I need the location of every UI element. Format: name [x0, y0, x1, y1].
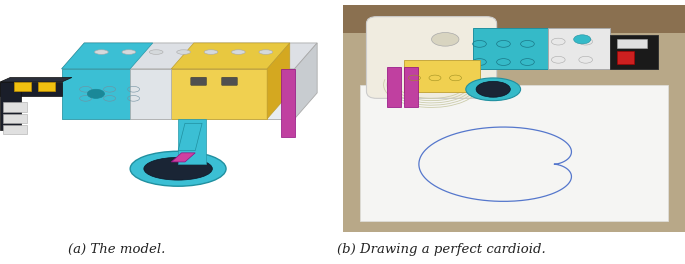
Polygon shape: [62, 69, 295, 119]
Text: (a) The model.: (a) The model.: [68, 243, 165, 256]
Polygon shape: [295, 43, 317, 119]
Bar: [616, 51, 634, 64]
Polygon shape: [62, 43, 317, 69]
Polygon shape: [178, 119, 205, 164]
Bar: [473, 28, 548, 69]
Polygon shape: [130, 69, 171, 119]
Polygon shape: [62, 43, 153, 69]
Bar: [616, 39, 647, 48]
Bar: [14, 82, 31, 91]
Bar: [360, 85, 668, 221]
Ellipse shape: [122, 50, 136, 54]
Polygon shape: [178, 123, 202, 150]
Bar: [342, 5, 685, 32]
Ellipse shape: [149, 50, 163, 54]
Bar: [3, 102, 27, 111]
Ellipse shape: [432, 32, 459, 46]
Polygon shape: [0, 82, 21, 130]
Ellipse shape: [95, 50, 108, 54]
Bar: [404, 60, 480, 92]
Ellipse shape: [573, 35, 590, 44]
Ellipse shape: [204, 50, 218, 54]
Ellipse shape: [177, 50, 190, 54]
Bar: [3, 125, 27, 134]
Ellipse shape: [88, 89, 104, 98]
Ellipse shape: [130, 151, 226, 186]
FancyBboxPatch shape: [222, 77, 238, 86]
Ellipse shape: [144, 157, 212, 180]
Ellipse shape: [466, 78, 521, 101]
Polygon shape: [0, 82, 62, 96]
Polygon shape: [171, 153, 195, 162]
Polygon shape: [171, 69, 267, 119]
Bar: [38, 82, 55, 91]
Ellipse shape: [259, 50, 273, 54]
Bar: [548, 28, 610, 69]
Bar: [387, 67, 401, 107]
Text: (b) Drawing a perfect cardioid.: (b) Drawing a perfect cardioid.: [338, 243, 546, 256]
FancyBboxPatch shape: [190, 77, 207, 86]
Polygon shape: [171, 43, 290, 69]
Ellipse shape: [476, 81, 510, 97]
Polygon shape: [281, 69, 295, 137]
FancyBboxPatch shape: [366, 17, 497, 98]
Polygon shape: [0, 77, 72, 82]
Bar: [610, 35, 658, 69]
Polygon shape: [62, 69, 130, 119]
Bar: [404, 67, 418, 107]
Ellipse shape: [232, 50, 245, 54]
Bar: [3, 114, 27, 123]
Polygon shape: [267, 43, 290, 119]
